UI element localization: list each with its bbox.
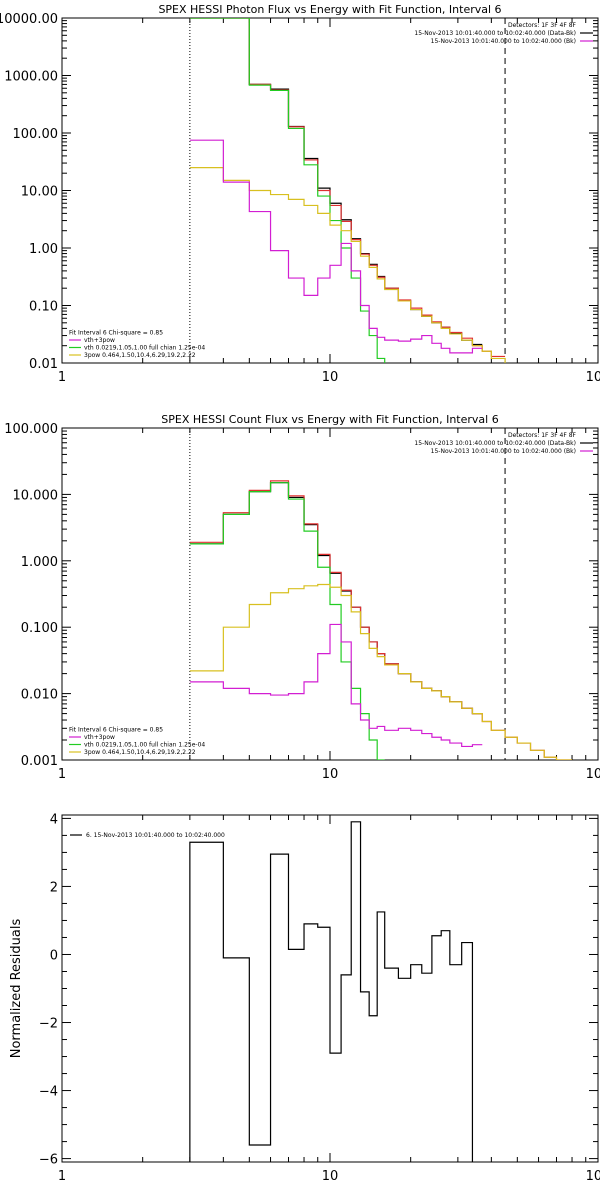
legend-entry: vth 0.0219,1.05,1.00 full chian 1.25e-04	[84, 742, 205, 749]
legend-entry: Detectors: 1F 3F 4F 8F	[508, 432, 577, 439]
legend-entry: 3pow 0.464,1.50,10.4,6.29,19.2,2.22	[84, 352, 196, 359]
x-tick-label: 100	[586, 767, 600, 782]
chart-title: SPEX HESSI Count Flux vs Energy with Fit…	[161, 413, 498, 426]
chart-panel-3: 1 10 100 −6 −4 −2 0 2 4 Normalized Residuals 6. 15…	[9, 812, 600, 1184]
y-axis-label: Normalized Residuals	[9, 919, 24, 1059]
chart-panel-1: SPEX HESSI Photon Flux vs Energy with Fi…	[0, 3, 600, 385]
legend-entry: 15-Nov-2013 10:01:40.000 to 10:02:40.000…	[431, 448, 576, 455]
y-tick-label: 10000.00	[0, 12, 58, 27]
legend-entry: vth 0.0219,1.05,1.00 full chian 1.25e-04	[84, 345, 205, 352]
x-tick-label: 1	[58, 1169, 66, 1184]
y-tick-label: −2	[39, 1017, 58, 1032]
chart-panel-2: SPEX HESSI Count Flux vs Energy with Fit…	[4, 413, 600, 782]
series-layer	[189, 821, 474, 1162]
series-line-5	[189, 139, 483, 354]
series-layer	[189, 480, 573, 760]
y-tick-label: 1.00	[29, 242, 58, 257]
y-tick-label: −6	[39, 1153, 58, 1168]
y-tick-label: 1.000	[21, 555, 58, 570]
y-tick-label: 0.100	[21, 621, 58, 636]
legend-entry: Fit Interval 6 Chi-square = 0.85	[69, 330, 163, 337]
y-tick-label: 100.000	[4, 422, 58, 437]
chart-title: SPEX HESSI Photon Flux vs Energy with Fi…	[158, 3, 501, 16]
series-line-3	[189, 18, 386, 363]
x-tick-label: 10	[322, 370, 339, 385]
y-tick-label: 0	[50, 948, 58, 963]
series-line-4	[189, 167, 506, 363]
series-line-2	[189, 18, 506, 358]
series-layer	[189, 18, 506, 363]
legend-entry: Fit Interval 6 Chi-square = 0.85	[69, 727, 163, 734]
y-tick-label: 0.010	[21, 688, 58, 703]
y-tick-label: 10.00	[21, 185, 58, 200]
legend-entry: 6. 15-Nov-2013 10:01:40.000 to 10:02:40.…	[86, 832, 225, 839]
y-tick-label: 2	[50, 880, 58, 895]
y-tick-label: 1000.00	[4, 70, 58, 85]
y-tick-label: 0.01	[29, 357, 58, 372]
y-tick-label: 10.000	[13, 488, 59, 503]
series-line-1	[189, 18, 483, 346]
legend-entry: Detectors: 1F 3F 4F 8F	[508, 22, 577, 29]
legend-entry: 15-Nov-2013 10:01:40.000 to 10:02:40.000…	[414, 440, 576, 447]
series-line-1	[189, 482, 483, 715]
legend-entry: vth+3pow	[84, 734, 115, 741]
series-line-5	[189, 623, 483, 748]
x-tick-label: 1	[58, 370, 66, 385]
x-tick-label: 10	[322, 767, 339, 782]
y-tick-label: 100.00	[13, 127, 59, 142]
series-line-3	[189, 482, 385, 760]
legend-entry: 15-Nov-2013 10:01:40.000 to 10:02:40.000…	[414, 30, 576, 37]
series-line-4	[189, 583, 573, 760]
x-tick-label: 10	[322, 1169, 339, 1184]
legend-entry: 3pow 0.464,1.50,10.4,6.29,19.2,2.22	[84, 749, 196, 756]
x-tick-label: 100	[586, 370, 600, 385]
x-tick-label: 100	[586, 1169, 600, 1184]
series-line-1	[189, 821, 474, 1162]
y-tick-label: 0.10	[29, 300, 58, 315]
legend-entry: 15-Nov-2013 10:01:40.000 to 10:02:40.000…	[431, 38, 576, 45]
y-tick-label: −4	[39, 1085, 58, 1100]
y-tick-label: 4	[50, 812, 58, 827]
series-line-2	[189, 480, 573, 760]
y-tick-label: 0.001	[21, 754, 58, 769]
x-tick-label: 1	[58, 767, 66, 782]
legend-entry: vth+3pow	[84, 337, 115, 344]
